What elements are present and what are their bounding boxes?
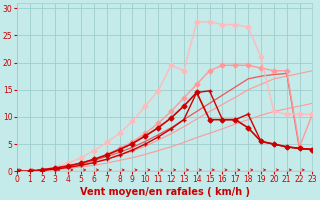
X-axis label: Vent moyen/en rafales ( km/h ): Vent moyen/en rafales ( km/h ) — [80, 187, 250, 197]
